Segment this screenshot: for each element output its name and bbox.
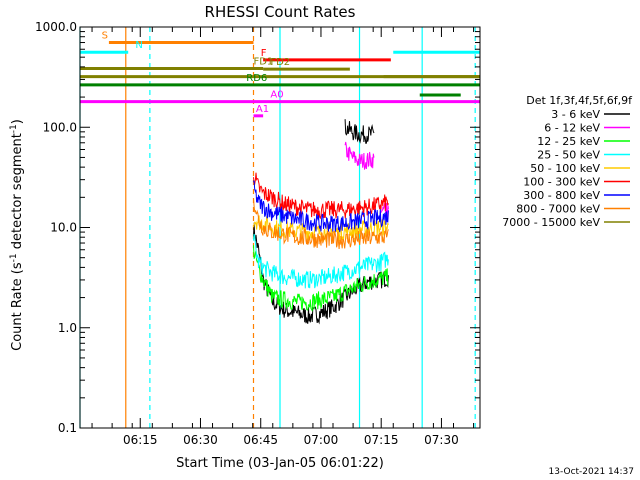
legend-entry-label: 50 - 100 keV: [530, 162, 600, 175]
legend-entry-label: 800 - 7000 keV: [516, 203, 600, 216]
x-tick-label: 07:15: [364, 433, 399, 447]
series-line: [253, 180, 389, 233]
legend-entry-label: 25 - 50 keV: [537, 149, 600, 162]
y-tick-label: 10.0: [50, 221, 77, 235]
flag-bar-label: FD2: [270, 57, 290, 68]
legend-title: Det 1f,3f,4f,5f,6f,9f: [526, 94, 633, 107]
y-tick-label: 1000.0: [35, 20, 77, 34]
series-line-segment: [344, 119, 375, 144]
series-layer: [253, 119, 389, 325]
series-line-segment: [344, 141, 375, 170]
flag-bar-label: RD6: [246, 73, 267, 84]
legend-entry-label: 12 - 25 keV: [537, 135, 600, 148]
flag-bar-label: A1: [256, 104, 269, 115]
x-axis-label: Start Time (03-Jan-05 06:01:22): [176, 456, 384, 471]
y-axis-label: Count Rate (s-1 detector segment-1): [9, 119, 25, 351]
y-tick-label: 1.0: [58, 321, 77, 335]
x-tick-label: 07:30: [424, 433, 459, 447]
legend-entry-label: 3 - 6 keV: [551, 108, 600, 121]
x-tick-label: 06:15: [123, 433, 158, 447]
x-tick-label: 06:45: [243, 433, 278, 447]
y-tick-label: 100.0: [43, 120, 77, 134]
axes: 0.1 1.0 10.0 100.0 1000.0 06:15 06:30 06:45 07:0…: [35, 20, 481, 447]
chart-title: RHESSI Count Rates: [205, 3, 356, 21]
y-tick-label: 0.1: [58, 421, 77, 435]
flag-bar-label: S: [102, 31, 108, 42]
flag-bar-label: F: [261, 48, 267, 59]
series-line: [253, 233, 389, 289]
y-axis-label-main: Count Rate (s: [10, 262, 25, 351]
x-tick-label: 06:30: [183, 433, 218, 447]
series-line: [253, 198, 389, 250]
series-line: [253, 172, 389, 220]
flag-bar-label: FD1: [253, 57, 273, 68]
legend-entry-label: 300 - 800 keV: [523, 189, 600, 202]
legend-entry-label: 100 - 300 keV: [523, 176, 600, 189]
legend-entry-label: 7000 - 15000 keV: [502, 216, 600, 229]
series-line: [253, 245, 389, 312]
footer-date: 13-Oct-2021 14:37: [548, 467, 634, 477]
legend-entry-label: 6 - 12 keV: [544, 122, 600, 135]
flag-bar-label: A0: [270, 90, 283, 101]
flag-bar-label: N: [135, 40, 142, 51]
x-tick-label: 07:00: [304, 433, 339, 447]
